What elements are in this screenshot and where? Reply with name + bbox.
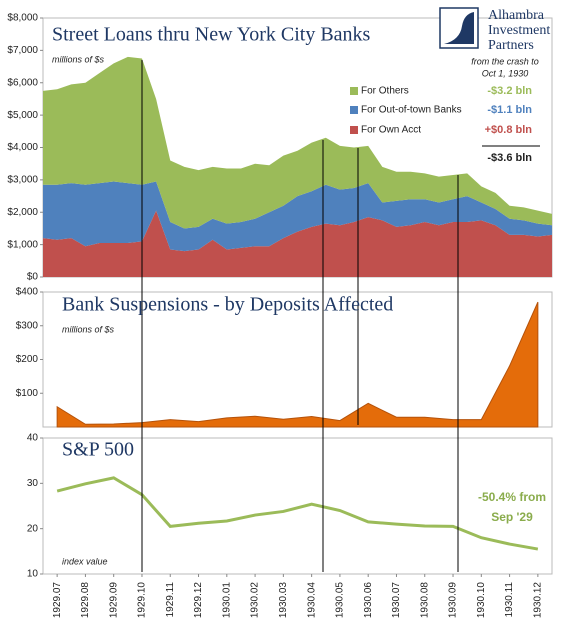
change-label: -$1.1 bln <box>487 104 532 116</box>
unit-label: index value <box>62 556 108 566</box>
legend-label: For Own Acct <box>361 125 421 136</box>
area <box>43 181 552 252</box>
logo-text: Investment <box>488 23 550 38</box>
area <box>43 210 552 277</box>
y-tick-label: $2,000 <box>7 207 38 218</box>
x-tick-label: 1930.07 <box>391 582 402 619</box>
change-label: -$3.2 bln <box>487 85 532 97</box>
legend-label: For Others <box>361 86 409 97</box>
x-tick-label: 1930.09 <box>448 582 459 619</box>
x-tick-label: 1930.04 <box>306 582 317 619</box>
y-tick-label: $4,000 <box>7 142 38 153</box>
y-tick-label: $200 <box>16 354 39 365</box>
event-markers <box>141 60 459 572</box>
x-tick-label: 1930.01 <box>221 582 232 619</box>
chart-title: S&P 500 <box>62 439 134 461</box>
y-tick-label: $6,000 <box>7 77 38 88</box>
y-tick-label: $100 <box>16 388 39 399</box>
x-tick-label: 1929.11 <box>165 582 176 618</box>
line <box>56 476 539 551</box>
x-tick-label: 1929.10 <box>137 582 148 619</box>
y-tick-label: $400 <box>16 287 39 298</box>
unit-label: millions of $s <box>62 324 115 334</box>
logo-icon <box>444 12 474 44</box>
y-tick-label: $5,000 <box>7 110 38 121</box>
x-tick-label: 1930.11 <box>504 582 515 618</box>
x-tick-label: 1929.09 <box>108 582 119 619</box>
y-tick-label: $7,000 <box>7 45 38 56</box>
y-tick-label: $3,000 <box>7 175 38 186</box>
logo: Alhambra Investment Partners <box>439 7 550 53</box>
area <box>56 301 539 428</box>
chart-title: Street Loans thru New York City Banks <box>52 24 371 46</box>
area <box>43 56 552 229</box>
x-tick-label: 1929.07 <box>52 582 63 619</box>
legend-label: For Out-of-town Banks <box>361 105 462 116</box>
x-tick-label: 1929.08 <box>80 582 91 619</box>
x-tick-label: 1930.05 <box>335 582 346 619</box>
logo-text: Alhambra <box>488 8 545 23</box>
y-tick-label: $300 <box>16 320 39 331</box>
annotation: Oct 1, 1930 <box>482 68 529 78</box>
change-label: +$0.8 bln <box>485 124 533 136</box>
x-tick-label: 1929.12 <box>193 582 204 619</box>
annotation: from the crash to <box>471 56 539 66</box>
x-tick-label: 1930.10 <box>476 582 487 619</box>
y-tick-label: 30 <box>27 478 39 489</box>
y-tick-label: $1,000 <box>7 239 38 250</box>
x-tick-label: 1930.08 <box>419 582 430 619</box>
x-tick-label: 1930.02 <box>250 582 261 619</box>
plot-area: $0 $1,000 $2,000 $3,000 $4,000 $5,000 $6,000 $7… <box>7 13 553 619</box>
panel-frame <box>42 437 553 575</box>
legend-swatch <box>350 106 358 114</box>
logo-text: Partners <box>488 38 534 53</box>
annotation: -50.4% from <box>478 490 546 504</box>
y-tick-label: 40 <box>27 433 39 444</box>
chart-title: Bank Suspensions - by Deposits Affected <box>62 294 393 316</box>
legend-swatch <box>350 126 358 134</box>
y-tick-label: $8,000 <box>7 13 38 24</box>
unit-label: millions of $s <box>52 54 105 64</box>
x-tick-label: 1930.06 <box>363 582 374 619</box>
annotation: Sep '29 <box>491 510 533 524</box>
legend-swatch <box>350 87 358 95</box>
x-tick-label: 1930.12 <box>533 582 544 619</box>
x-tick-label: 1930.03 <box>278 582 289 619</box>
y-tick-label: 10 <box>27 569 39 580</box>
total-change: -$3.6 bln <box>487 152 532 164</box>
y-tick-label: 20 <box>27 523 39 534</box>
y-tick-label: $0 <box>27 272 39 283</box>
